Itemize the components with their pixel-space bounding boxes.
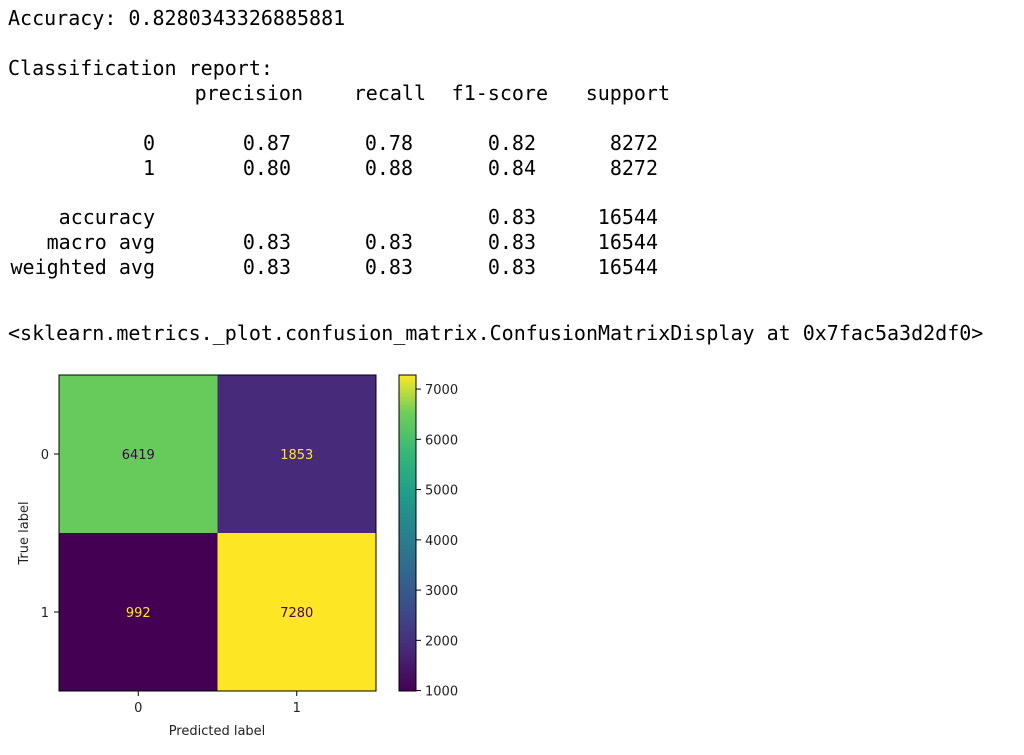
colorbar-tick-label: 3000 bbox=[425, 584, 458, 599]
report-precision-cell: 0.83 bbox=[242, 230, 291, 254]
report-precision-cell: 0.87 bbox=[242, 131, 291, 155]
report-f1-cell: 0.83 bbox=[487, 205, 536, 229]
report-support-cell: 16544 bbox=[597, 255, 658, 279]
report-f1-cell: 0.82 bbox=[487, 131, 536, 155]
report-recall-cell: 0.88 bbox=[364, 156, 413, 180]
report-precision-cell: 0.80 bbox=[242, 156, 291, 180]
x-tick-label: 1 bbox=[293, 701, 301, 716]
display-repr-line: <sklearn.metrics._plot.confusion_matrix.… bbox=[8, 321, 984, 345]
report-header-cell: recall bbox=[353, 81, 426, 105]
cell-value-label: 1853 bbox=[280, 448, 313, 463]
cell-value-label: 7280 bbox=[280, 606, 313, 621]
report-support-cell: 16544 bbox=[597, 205, 658, 229]
y-tick-label: 1 bbox=[41, 606, 49, 621]
colorbar-tick-label: 4000 bbox=[425, 534, 458, 549]
matrix-frame bbox=[58, 374, 377, 692]
report-header-cell: support bbox=[585, 81, 670, 105]
matrix-cell bbox=[59, 375, 218, 533]
y-axis-label: True label bbox=[17, 501, 32, 565]
matrix-cell bbox=[217, 533, 376, 691]
report-f1-cell: 0.83 bbox=[487, 255, 536, 279]
report-support-cell: 16544 bbox=[597, 230, 658, 254]
report-f1-cell: 0.83 bbox=[487, 230, 536, 254]
colorbar-tick-label: 2000 bbox=[425, 634, 458, 649]
report-row-label: 0 bbox=[142, 131, 155, 155]
report-summary-label: weighted avg bbox=[10, 255, 156, 279]
report-title: Classification report: bbox=[8, 56, 273, 80]
report-support-cell: 8272 bbox=[609, 131, 658, 155]
report-header-cell: f1-score bbox=[451, 81, 548, 105]
colorbar-tick-label: 1000 bbox=[425, 685, 458, 700]
report-precision-cell: 0.83 bbox=[242, 255, 291, 279]
y-tick-label: 0 bbox=[41, 448, 49, 463]
report-summary-label: macro avg bbox=[46, 230, 155, 254]
report-recall-cell: 0.78 bbox=[364, 131, 413, 155]
accuracy-line: Accuracy: 0.8280343326885881 bbox=[8, 6, 346, 30]
colorbar-tick-label: 5000 bbox=[425, 484, 458, 499]
report-header-cell: precision bbox=[194, 81, 303, 105]
report-f1-cell: 0.84 bbox=[487, 156, 536, 180]
colorbar-tick-label: 6000 bbox=[425, 433, 458, 448]
cell-value-label: 6419 bbox=[122, 448, 155, 463]
x-axis-label: Predicted label bbox=[169, 724, 266, 739]
matrix-cell bbox=[59, 533, 218, 691]
colorbar bbox=[398, 374, 417, 692]
report-recall-cell: 0.83 bbox=[364, 255, 413, 279]
report-summary-label: accuracy bbox=[58, 205, 155, 229]
x-tick-label: 0 bbox=[134, 701, 142, 716]
report-recall-cell: 0.83 bbox=[364, 230, 413, 254]
report-row-label: 1 bbox=[142, 156, 155, 180]
matrix-cell bbox=[217, 375, 376, 533]
confusion-matrix-chart: 6419 1853 992 7280 0 1 0 1 Predicted label Tr… bbox=[17, 374, 458, 739]
cell-value-label: 992 bbox=[126, 606, 151, 621]
report-support-cell: 8272 bbox=[609, 156, 658, 180]
colorbar-tick-label: 7000 bbox=[425, 383, 458, 398]
